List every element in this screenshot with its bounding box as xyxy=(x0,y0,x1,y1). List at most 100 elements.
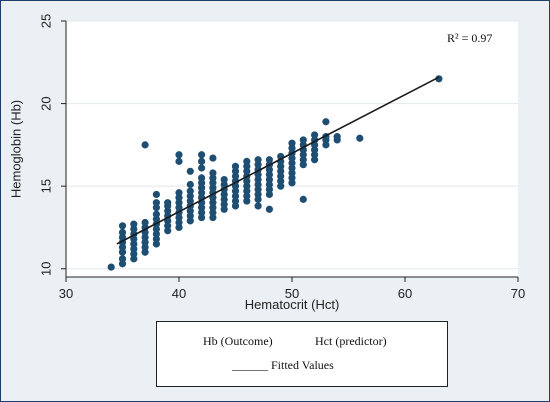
data-point xyxy=(198,164,206,172)
x-tick-label: 50 xyxy=(285,286,299,301)
data-point xyxy=(243,182,251,190)
data-point xyxy=(130,255,138,263)
x-tick-label: 40 xyxy=(172,286,186,301)
data-point xyxy=(265,171,273,179)
data-point xyxy=(186,207,194,215)
data-point xyxy=(198,208,206,217)
data-point xyxy=(152,230,160,238)
data-point xyxy=(288,139,296,147)
legend-entry-outcome: Hb (Outcome) xyxy=(203,334,273,348)
data-point xyxy=(175,218,183,227)
data-point xyxy=(254,156,262,164)
tick-labels: 30 40 50 60 70 10 15 20 25 xyxy=(38,14,525,301)
data-point xyxy=(231,167,240,175)
data-point xyxy=(141,243,149,251)
data-point xyxy=(130,220,138,228)
data-point xyxy=(152,225,160,233)
data-point xyxy=(209,208,217,217)
y-tick-label: 20 xyxy=(38,96,53,110)
data-point xyxy=(356,134,364,142)
data-point xyxy=(209,199,217,207)
x-axis-label: Hematocrit (Hct) xyxy=(245,297,340,312)
data-point xyxy=(118,228,127,237)
data-point xyxy=(254,175,262,184)
data-point xyxy=(164,222,172,230)
data-point xyxy=(141,218,149,227)
r-squared-annotation: R² = 0.97 xyxy=(447,31,492,45)
data-point xyxy=(265,180,273,189)
data-point xyxy=(299,195,307,203)
data-point xyxy=(130,245,138,253)
data-point xyxy=(311,156,319,164)
data-point xyxy=(220,200,228,208)
data-point xyxy=(265,185,273,194)
data-point xyxy=(175,199,183,207)
legend-entry-fitted: ______ Fitted Values xyxy=(232,358,334,372)
y-tick-label: 15 xyxy=(38,179,53,193)
data-point xyxy=(333,133,341,141)
data-point xyxy=(209,213,217,222)
data-point xyxy=(209,179,217,187)
data-point xyxy=(198,204,206,212)
data-point xyxy=(152,199,160,207)
axes xyxy=(61,20,519,282)
data-point xyxy=(186,217,194,225)
data-point xyxy=(299,161,307,169)
data-point xyxy=(186,167,194,175)
data-point xyxy=(130,240,138,248)
data-points xyxy=(107,75,443,271)
data-point xyxy=(243,167,251,175)
data-point xyxy=(220,175,228,184)
data-point xyxy=(175,204,183,212)
data-point xyxy=(152,210,160,218)
data-point xyxy=(322,141,330,149)
data-point xyxy=(277,172,285,180)
data-point xyxy=(231,197,240,205)
data-point xyxy=(209,169,217,177)
data-point xyxy=(243,197,251,205)
data-point xyxy=(231,202,240,210)
data-point xyxy=(198,213,206,222)
data-point xyxy=(141,233,149,241)
data-point xyxy=(243,157,251,165)
legend-underline xyxy=(227,386,377,387)
data-point xyxy=(277,177,285,185)
y-tick-label: 10 xyxy=(38,262,53,276)
data-point xyxy=(186,212,194,220)
data-point xyxy=(220,195,228,203)
data-point xyxy=(130,225,138,233)
data-point xyxy=(186,192,194,200)
data-point xyxy=(288,169,296,177)
data-point xyxy=(288,154,296,162)
data-point xyxy=(198,151,206,159)
data-point xyxy=(231,172,240,180)
data-point xyxy=(152,240,160,248)
data-point xyxy=(141,238,149,246)
data-point xyxy=(175,223,183,232)
data-point xyxy=(130,235,138,243)
data-point xyxy=(254,171,262,179)
data-point xyxy=(175,157,183,165)
data-point xyxy=(243,187,251,195)
data-point xyxy=(288,179,296,187)
data-point xyxy=(265,190,273,199)
data-point xyxy=(152,215,160,223)
data-point xyxy=(118,260,127,268)
fitted-line xyxy=(116,76,440,245)
data-point xyxy=(130,250,138,258)
data-point xyxy=(175,151,183,159)
legend-entry-predictor: Hct (predictor) xyxy=(315,334,387,348)
data-point xyxy=(198,179,206,187)
data-point xyxy=(164,199,172,207)
data-point xyxy=(288,159,296,167)
data-point xyxy=(141,248,149,256)
x-tick-label: 30 xyxy=(59,286,73,301)
data-point xyxy=(164,227,172,235)
data-point xyxy=(231,187,240,195)
data-point xyxy=(209,204,217,212)
x-tick-label: 70 xyxy=(511,286,525,301)
data-point xyxy=(198,189,206,197)
data-point xyxy=(299,151,307,159)
data-point xyxy=(186,187,194,195)
data-point xyxy=(118,255,127,263)
